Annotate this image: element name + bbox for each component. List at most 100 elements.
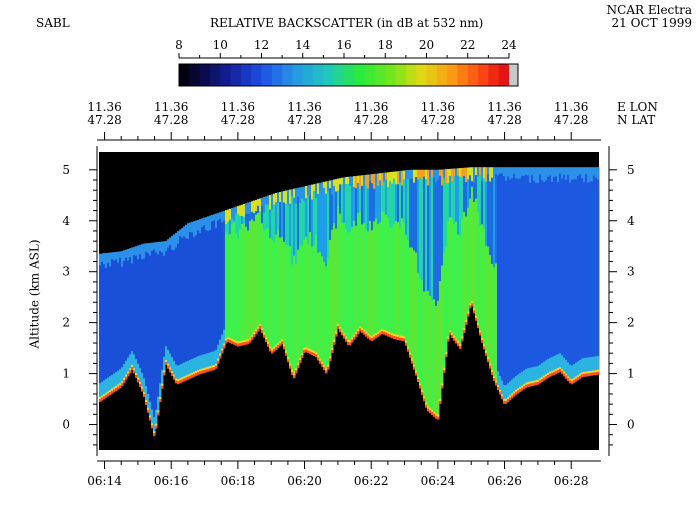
- cloud-top-cap: [123, 250, 126, 261]
- surface-return: [277, 344, 280, 348]
- cloud-top-cap: [503, 167, 506, 177]
- cloud-top-cap: [271, 194, 274, 210]
- echo-column: [183, 226, 186, 381]
- surface-return-halo: [301, 353, 304, 356]
- haze-layer: [229, 234, 232, 342]
- surface-return-halo: [549, 371, 552, 374]
- surface-return-halo: [277, 342, 280, 345]
- surface-return: [349, 342, 352, 346]
- cloud-top-cap: [215, 213, 218, 228]
- surface-return-halo: [159, 397, 162, 400]
- echo-column: [429, 169, 432, 413]
- surface-return: [131, 367, 134, 371]
- surface-return: [325, 370, 328, 374]
- cloud-top-cap: [313, 184, 316, 191]
- colorbar-cell: [323, 64, 335, 86]
- boundary-layer: [147, 393, 150, 412]
- echo-column: [509, 167, 512, 400]
- cloud-top-cap: [555, 167, 558, 177]
- cloud-top-cap: [261, 197, 264, 206]
- surface-return: [417, 379, 420, 383]
- echo-column: [107, 252, 110, 396]
- surface-return: [187, 376, 190, 380]
- boundary-layer: [217, 344, 220, 363]
- surface-return: [165, 362, 168, 366]
- surface-return: [569, 380, 572, 384]
- colorbar-cell: [478, 64, 489, 86]
- cloud-top-cap: [281, 191, 284, 199]
- surface-return-halo: [569, 378, 572, 381]
- echo-column: [137, 245, 140, 382]
- surface-return-halo: [467, 311, 470, 314]
- cloud-top-cap: [523, 167, 526, 176]
- surface-return-halo: [575, 376, 578, 379]
- boundary-layer: [577, 361, 580, 380]
- surface-return-halo: [271, 348, 274, 351]
- surface-return: [249, 339, 252, 343]
- cloud-top-cap: [479, 167, 482, 175]
- haze-layer: [331, 229, 334, 353]
- cloud-top-cap: [247, 202, 250, 214]
- surface-return: [369, 337, 372, 341]
- surface-return: [251, 336, 254, 340]
- surface-return: [291, 372, 294, 376]
- haze-layer: [489, 255, 492, 368]
- haze-layer: [235, 232, 238, 345]
- surface-return: [215, 365, 218, 369]
- surface-return: [571, 381, 574, 385]
- surface-return-halo: [203, 368, 206, 371]
- cloud-top-cap: [227, 209, 230, 222]
- boundary-layer: [201, 354, 204, 373]
- axes: 0 0 1 1 2 2 3 3 4 4 5 5 06:14 06:16 06:18 06:20 06:22 06:…: [62, 146, 635, 488]
- surface-return: [335, 333, 338, 337]
- boundary-layer: [193, 358, 196, 376]
- haze-layer: [249, 220, 252, 342]
- surface-return: [413, 366, 416, 370]
- surface-return-halo: [275, 344, 278, 347]
- y-tick-label-left: 4: [62, 214, 70, 228]
- haze-layer: [391, 227, 394, 338]
- lat-label: 47.28: [87, 113, 121, 127]
- boundary-layer: [537, 365, 540, 384]
- surface-return: [175, 380, 178, 384]
- cloud-top-cap: [147, 243, 150, 254]
- lat-tag: N LAT: [617, 113, 656, 127]
- surface-return-halo: [239, 341, 242, 344]
- echo-column: [583, 167, 586, 376]
- surface-return-halo: [475, 315, 478, 318]
- boundary-layer: [105, 378, 108, 397]
- boundary-layer: [101, 381, 104, 400]
- cloud-top-cap: [433, 169, 436, 178]
- surface-return-halo: [147, 407, 150, 410]
- cloud-top-cap: [153, 242, 156, 250]
- cloud-top-cap: [375, 173, 378, 182]
- surface-return: [437, 416, 440, 420]
- echo-column: [551, 167, 554, 375]
- surface-return: [507, 398, 510, 402]
- echo-column: [215, 213, 218, 368]
- y-tick-label-left: 1: [62, 367, 70, 381]
- boundary-layer: [573, 364, 576, 382]
- boundary-layer: [207, 353, 210, 371]
- cloud-top-cap: [363, 175, 366, 182]
- surface-return-halo: [281, 339, 284, 342]
- surface-return-halo: [209, 366, 212, 369]
- surface-return: [573, 379, 576, 383]
- cloud-top-cap: [151, 242, 154, 251]
- surface-return-halo: [369, 335, 372, 338]
- surface-return-halo: [245, 339, 248, 342]
- echo-column: [585, 167, 588, 376]
- surface-return: [513, 393, 516, 397]
- boundary-layer: [221, 334, 224, 353]
- cloud-top-cap: [251, 201, 254, 212]
- surface-return-halo: [311, 350, 314, 353]
- cloud-top-cap: [141, 244, 144, 260]
- surface-return-halo: [223, 343, 226, 346]
- lon-tag: E LON: [617, 100, 658, 114]
- cloud-top-cap: [379, 173, 382, 181]
- cloud-top-cap: [231, 208, 234, 219]
- haze-layer: [325, 266, 328, 373]
- colorbar-cell: [488, 64, 500, 86]
- surface-return: [123, 379, 126, 383]
- cloud-top-cap: [537, 167, 540, 184]
